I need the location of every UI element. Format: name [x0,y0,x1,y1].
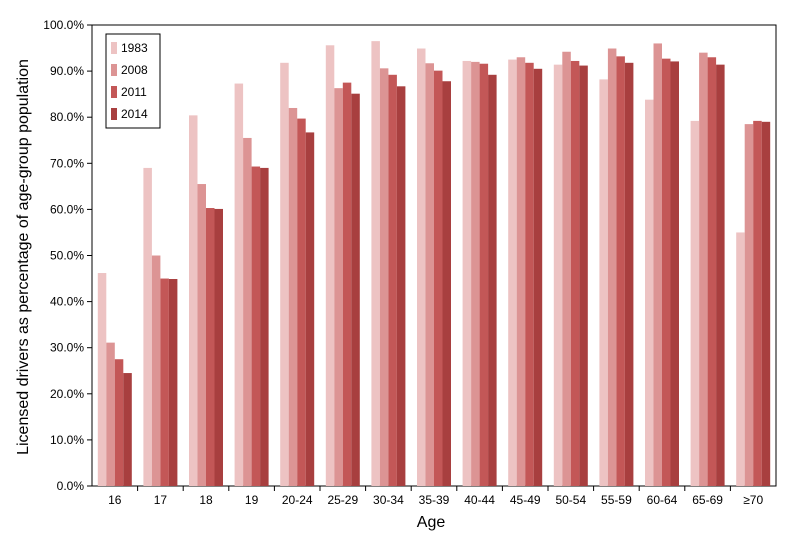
legend-swatch-2014 [111,108,117,120]
bar-1983-60-64 [645,99,654,486]
bar-1983-45-49 [508,59,517,486]
legend-label-2008: 2008 [121,63,148,77]
legend-swatch-1983 [111,42,117,54]
bar-2014-55-59 [624,62,634,486]
bar-2011-65-69 [707,57,717,487]
bar-1983-30-34 [371,41,380,486]
bar-1983-65-69 [690,120,700,486]
bar-1983-40-44 [462,60,472,486]
bar-2014-19 [260,167,269,486]
bar-2008-55-59 [607,48,617,487]
legend: 1983 2008 2011 2014 [105,33,161,129]
x-tick-label: 18 [199,493,213,507]
y-tick-label: 90.0% [50,64,84,78]
bar-2008-17 [151,255,161,486]
y-tick-label: 40.0% [50,295,84,309]
bar-2014-30-34 [396,86,406,487]
x-tick-label: 19 [245,493,259,507]
bar-1983-55-59 [599,79,608,486]
bar-2011-55-59 [616,56,625,487]
bar-2014-16 [123,373,132,486]
bar-2014-65-69 [716,64,725,486]
bar-2011-≥70 [753,120,762,486]
bar-2011-35-39 [434,70,443,486]
y-tick-label: 100.0% [43,18,84,32]
x-tick-label: 50-54 [555,493,586,507]
x-tick-label: 55-59 [601,493,632,507]
bar-1983-20-24 [280,62,289,486]
bar-2008-19 [243,137,252,486]
x-tick-label: 65-69 [692,493,723,507]
legend-swatch-2008 [111,64,117,76]
y-tick-label: 10.0% [50,433,84,447]
bar-2014-20-24 [305,132,315,486]
bar-2008-30-34 [379,68,389,487]
y-tick-label: 60.0% [50,202,84,216]
y-tick-label: 80.0% [50,110,84,124]
bar-2008-40-44 [471,61,480,486]
y-tick-label: 0.0% [57,479,85,493]
bar-2008-20-24 [288,107,298,486]
bar-2014-40-44 [488,74,497,487]
bar-2011-20-24 [297,118,306,486]
bar-2014-18 [214,208,223,486]
bar-1983-25-29 [325,45,335,487]
bar-2014-17 [168,279,178,486]
bar-2011-16 [114,359,124,486]
bar-2014-50-54 [579,65,588,487]
x-tick-label: ≥70 [743,493,763,507]
bar-2011-25-29 [342,82,352,486]
x-tick-label: 25-29 [327,493,358,507]
x-tick-label: 17 [154,493,168,507]
bar-2014-≥70 [761,121,771,486]
bar-1983-≥70 [736,232,745,486]
bar-1983-19 [234,83,244,486]
y-tick-label: 20.0% [50,387,84,401]
x-tick-label: 40-44 [464,493,495,507]
x-tick-label: 20-24 [282,493,313,507]
bar-2011-19 [251,166,261,487]
y-tick-label: 30.0% [50,341,84,355]
legend-swatch-2011 [111,86,117,98]
bar-2011-45-49 [525,62,534,486]
x-tick-label: 30-34 [373,493,404,507]
bar-2011-60-64 [662,58,671,486]
bar-2011-18 [206,208,215,486]
bar-1983-50-54 [553,64,563,486]
bar-1983-17 [143,167,152,486]
y-tick-label: 70.0% [50,156,84,170]
bar-2014-60-64 [670,61,679,486]
y-axis-title: Licensed drivers as percentage of age-gr… [15,59,32,455]
bar-2011-40-44 [479,63,489,486]
bar-2014-45-49 [533,68,543,487]
x-tick-label: 45-49 [510,493,541,507]
x-axis-title: Age [417,514,446,531]
bar-2014-25-29 [351,93,360,487]
bar-2011-17 [160,278,169,486]
bar-2008-45-49 [516,57,526,487]
legend-label-1983: 1983 [121,41,148,55]
x-tick-label: 35-39 [419,493,450,507]
bar-2008-60-64 [653,43,662,486]
bar-2011-50-54 [570,60,580,486]
bar-2008-≥70 [744,124,754,487]
bar-2008-50-54 [562,51,571,486]
bar-1983-35-39 [417,48,426,487]
bar-2008-25-29 [334,88,343,487]
x-tick-label: 16 [108,493,122,507]
bar-2008-35-39 [425,63,434,486]
bar-2008-65-69 [699,52,708,486]
bar-1983-16 [97,273,107,486]
legend-label-2014: 2014 [121,107,148,121]
bar-2014-35-39 [442,81,451,486]
bar-1983-18 [189,115,198,486]
x-tick-label: 60-64 [647,493,678,507]
y-tick-label: 50.0% [50,249,84,263]
bar-2011-30-34 [388,74,397,487]
bar-2008-16 [106,342,115,486]
bar-2008-18 [197,184,206,487]
legend-label-2011: 2011 [121,85,147,99]
plot-area: 0.0% 10.0% 20.0% 30.0% 40.0% 50.0% 60.0% 70.0% 8… [43,18,777,507]
